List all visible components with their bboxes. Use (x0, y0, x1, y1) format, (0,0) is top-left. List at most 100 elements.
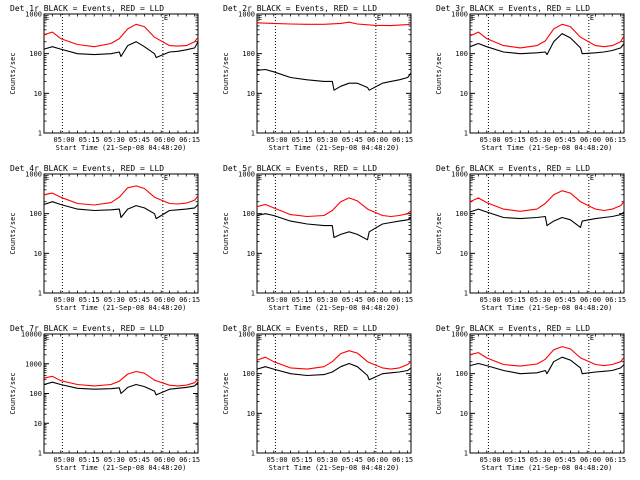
x-tick-label: 05:45 (342, 296, 363, 304)
marker-label: E (164, 14, 168, 22)
x-tick-label: 06:15 (179, 296, 200, 304)
x-tick-label: 05:30 (530, 136, 551, 144)
x-tick-label: 05:00 (54, 136, 75, 144)
y-axis-label: Counts/sec (222, 52, 230, 94)
series-line-events (469, 33, 625, 56)
x-axis-label: Start Time (21-Sep-08 04:48:20) (56, 304, 187, 312)
plot-frame (256, 173, 412, 294)
panel-title: Det 8r BLACK = Events, RED = LLD (223, 324, 377, 333)
y-tick-label: 10 (460, 90, 468, 98)
detector-panel-1: Det 1r BLACK = Events, RED = LLD 1 10 100 10… (9, 4, 200, 152)
x-tick-label: 06:15 (605, 456, 626, 464)
detector-panel-3: Det 3r BLACK = Events, RED = LLD 1 10 100 10… (435, 4, 626, 152)
y-tick-label: 100 (455, 50, 468, 58)
y-tick-label: 10 (247, 250, 255, 258)
x-tick-label: 06:15 (179, 136, 200, 144)
plot-frame (43, 13, 199, 134)
panel-title: Det 9r BLACK = Events, RED = LLD (436, 324, 590, 333)
series-line-lld (469, 346, 625, 367)
x-tick-label: 05:30 (530, 296, 551, 304)
y-tick-label: 1000 (25, 11, 42, 19)
x-tick-label: 05:45 (129, 456, 150, 464)
marker-label: E (258, 334, 262, 342)
panel-title: Det 7r BLACK = Events, RED = LLD (10, 324, 164, 333)
series-line-events (469, 208, 625, 228)
series-line-events (43, 201, 199, 220)
panel-title: Det 3r BLACK = Events, RED = LLD (436, 4, 590, 13)
series-line-events (43, 41, 199, 59)
y-tick-label: 1000 (25, 360, 42, 368)
x-tick-label: 05:15 (79, 136, 100, 144)
x-tick-label: 06:00 (580, 296, 601, 304)
x-tick-label: 05:00 (267, 296, 288, 304)
y-tick-label: 1 (38, 450, 42, 458)
y-axis-label: Counts/sec (435, 52, 443, 94)
marker-label: E (45, 14, 49, 22)
y-tick-label: 1 (38, 290, 42, 298)
y-axis-label: Counts/sec (435, 372, 443, 414)
y-tick-label: 100 (242, 370, 255, 378)
x-tick-label: 06:00 (154, 296, 175, 304)
y-tick-label: 100 (242, 210, 255, 218)
x-tick-label: 05:30 (317, 296, 338, 304)
series-line-lld (256, 350, 412, 370)
detector-panel-4: Det 4r BLACK = Events, RED = LLD 1 10 100 10… (9, 164, 200, 312)
x-tick-label: 05:00 (480, 296, 501, 304)
panel-title: Det 2r BLACK = Events, RED = LLD (223, 4, 377, 13)
x-tick-label: 05:45 (555, 456, 576, 464)
detector-panel-7: Det 7r BLACK = Events, RED = LLD 1 10 100 10… (9, 324, 200, 472)
y-tick-label: 10 (34, 90, 42, 98)
x-tick-label: 06:00 (154, 136, 175, 144)
y-tick-label: 10 (460, 250, 468, 258)
marker-label: E (377, 14, 381, 22)
x-axis-label: Start Time (21-Sep-08 04:48:20) (482, 304, 613, 312)
x-tick-label: 05:00 (267, 456, 288, 464)
series-line-lld (43, 23, 199, 48)
x-tick-label: 05:30 (104, 296, 125, 304)
marker-label: E (590, 14, 594, 22)
x-tick-label: 05:15 (79, 456, 100, 464)
series-line-lld (469, 23, 625, 49)
y-tick-label: 1000 (238, 171, 255, 179)
panel-title: Det 1r BLACK = Events, RED = LLD (10, 4, 164, 13)
marker-label: E (471, 174, 475, 182)
x-tick-label: 05:00 (480, 136, 501, 144)
y-tick-label: 10000 (21, 331, 42, 339)
detector-panel-2: Det 2r BLACK = Events, RED = LLD 1 10 100 10… (222, 4, 413, 152)
series-line-events (256, 213, 412, 241)
y-tick-label: 1 (38, 130, 42, 138)
series-line-events (256, 68, 412, 91)
marker-label: E (45, 334, 49, 342)
x-tick-label: 05:15 (505, 296, 526, 304)
x-tick-label: 05:00 (54, 296, 75, 304)
y-tick-label: 10 (34, 420, 42, 428)
series-line-events (256, 362, 412, 381)
y-axis-label: Counts/sec (9, 52, 17, 94)
x-tick-label: 05:30 (530, 456, 551, 464)
y-axis-label: Counts/sec (222, 212, 230, 254)
plot-frame (469, 13, 625, 134)
x-tick-label: 05:45 (129, 296, 150, 304)
y-tick-label: 1 (251, 290, 255, 298)
detector-panel-9: Det 9r BLACK = Events, RED = LLD 1 10 100 10… (435, 324, 626, 472)
x-tick-label: 06:15 (392, 136, 413, 144)
x-axis-label: Start Time (21-Sep-08 04:48:20) (56, 464, 187, 472)
y-tick-label: 100 (29, 50, 42, 58)
x-tick-label: 06:00 (367, 456, 388, 464)
y-tick-label: 1 (251, 130, 255, 138)
y-tick-label: 1 (464, 130, 468, 138)
x-tick-label: 06:00 (580, 136, 601, 144)
x-tick-label: 05:45 (129, 136, 150, 144)
x-axis-label: Start Time (21-Sep-08 04:48:20) (269, 144, 400, 152)
x-tick-label: 05:30 (317, 136, 338, 144)
x-tick-label: 05:30 (317, 456, 338, 464)
x-tick-label: 05:30 (104, 456, 125, 464)
series-line-lld (469, 190, 625, 212)
marker-label: E (590, 174, 594, 182)
y-tick-label: 100 (29, 210, 42, 218)
x-axis-label: Start Time (21-Sep-08 04:48:20) (269, 304, 400, 312)
detector-panel-8: Det 8r BLACK = Events, RED = LLD 1 10 100 10… (222, 324, 413, 472)
series-line-events (43, 381, 199, 396)
x-tick-label: 05:00 (480, 456, 501, 464)
marker-label: E (471, 334, 475, 342)
